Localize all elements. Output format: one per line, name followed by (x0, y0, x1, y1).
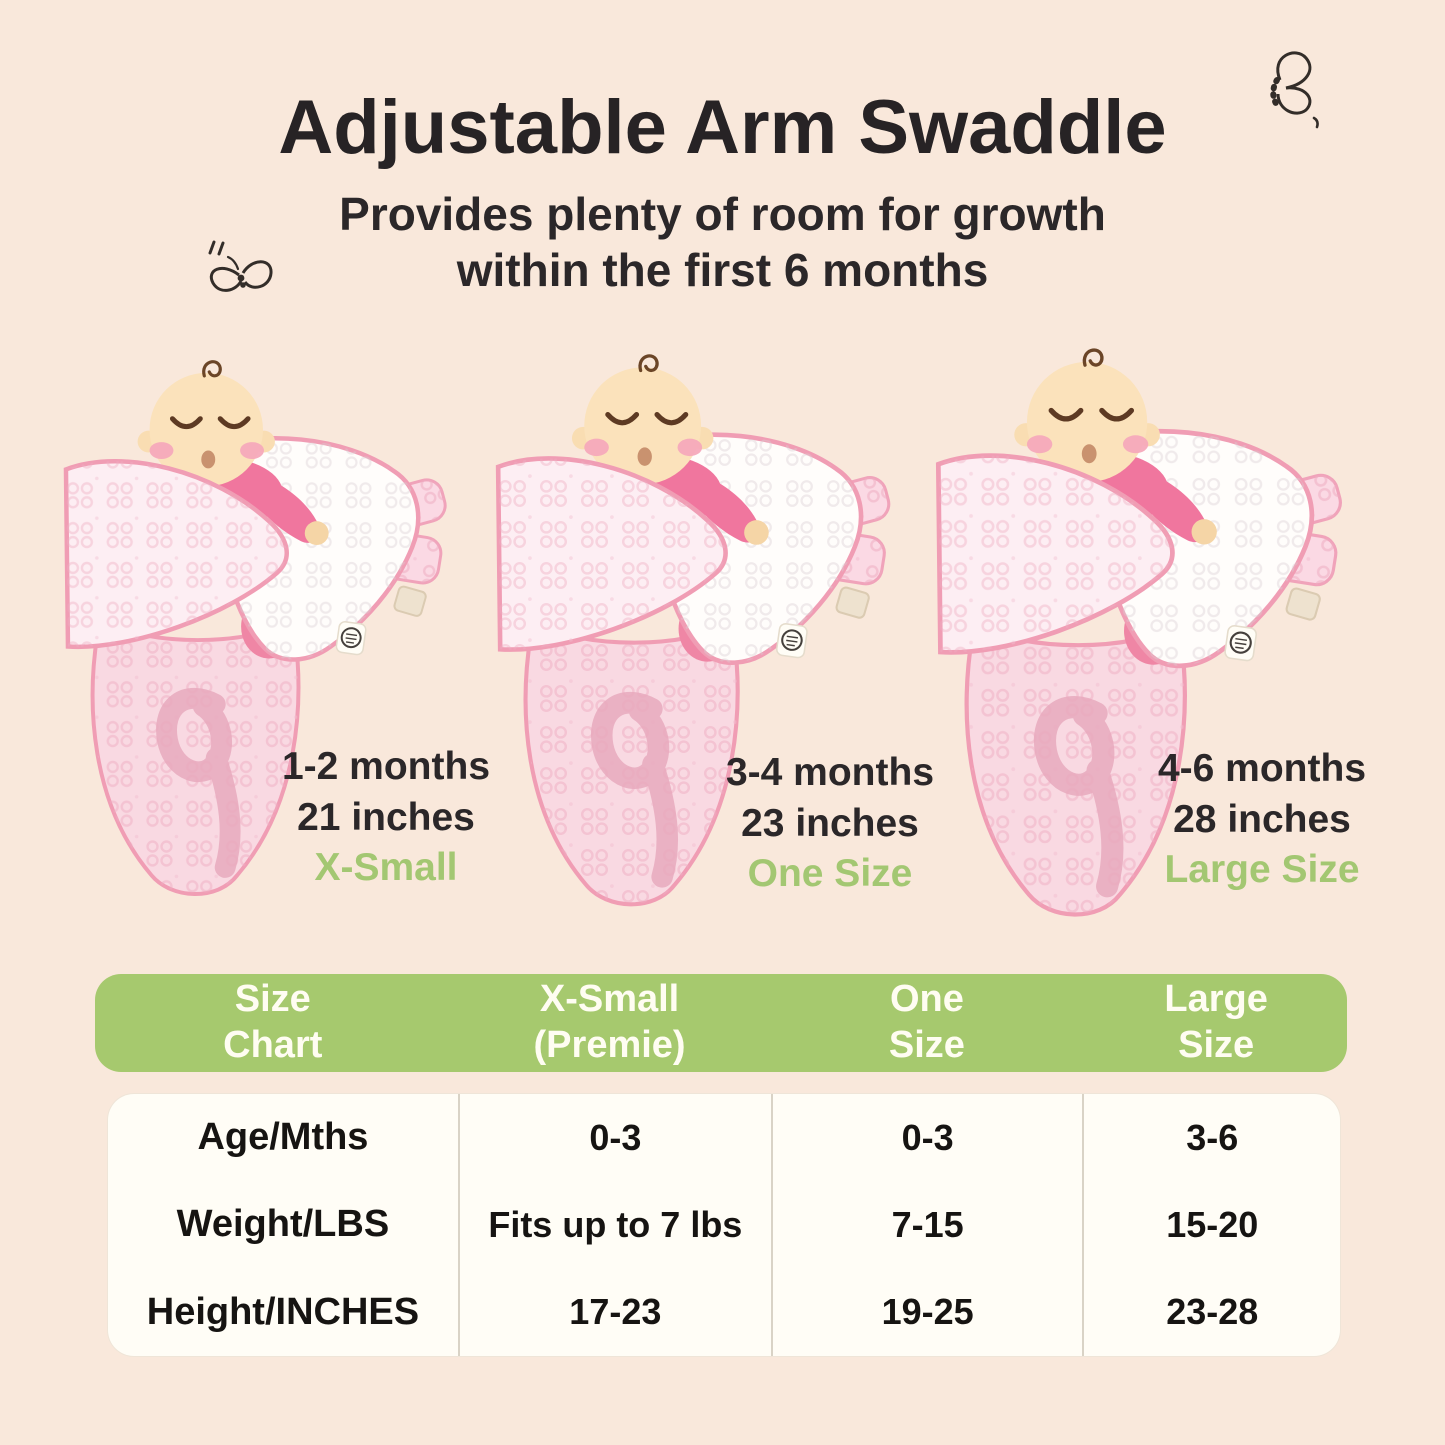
page-title: Adjustable Arm Swaddle (278, 85, 1167, 170)
swaddle-size: X-Small (314, 846, 458, 890)
table-cell: 19-25 (770, 1268, 1083, 1356)
swaddle-age: 1-2 months (281, 745, 491, 788)
table-cell: Fits up to 7 lbs (457, 1181, 771, 1269)
swaddle-length: 28 inches (1173, 797, 1351, 841)
header-col-one-size: One Size (888, 978, 965, 1066)
size-chart-header-cell: X-Small (Premie) (451, 974, 769, 1072)
page-subtitle: Provides plenty of room for growth withi… (0, 186, 1445, 298)
subtitle-line-1: Provides plenty of room for growth (339, 188, 1106, 240)
swaddle-age: 3-4 months (725, 751, 935, 794)
subtitle-line-2: within the first 6 months (456, 244, 989, 297)
swaddle-size: One Size (747, 852, 913, 896)
swaddle-figure-xsmall: 1-2 months 21 inches X-Small (60, 356, 490, 913)
swaddle-figure-large: 4-6 months 28 inches Large Size (932, 344, 1366, 935)
row-label-weight: Weight/LBS (176, 1203, 390, 1246)
swaddle-length: 23 inches (741, 801, 919, 845)
header-col-xsmall: X-Small (Premie) (533, 978, 686, 1066)
size-chart-header: Size Chart X-Small (Premie) One Size Lar… (95, 974, 1347, 1072)
swaddle-label: 1-2 months 21 inches X-Small (256, 742, 516, 894)
row-label-height: Height/INCHES (146, 1290, 420, 1333)
swaddle-age: 4-6 months (1157, 747, 1367, 790)
size-chart-header-cell: Size Chart (95, 974, 451, 1072)
table-cell: 3-6 (1082, 1094, 1339, 1182)
table-cell: 23-28 (1082, 1268, 1339, 1356)
row-label-age: Age/Mths (197, 1116, 369, 1159)
table-cell: 17-23 (457, 1268, 771, 1356)
table-cell: 0-3 (770, 1094, 1083, 1182)
swaddle-size: Large Size (1164, 848, 1360, 892)
header-col-large: Large Size (1164, 978, 1268, 1066)
size-chart-header-cell: One Size (769, 974, 1086, 1072)
butterfly-icon (208, 240, 273, 292)
swaddle-label: 4-6 months 28 inches Large Size (1132, 744, 1392, 896)
table-cell: 7-15 (770, 1181, 1083, 1269)
table-cell: 0-3 (457, 1094, 771, 1182)
size-chart-table: Age/Mths 0-3 0-3 3-6 Weight/LBS Fits up … (108, 1094, 1340, 1356)
size-chart-header-cell: Large Size (1085, 974, 1347, 1072)
table-cell: 15-20 (1082, 1181, 1339, 1269)
swaddle-length: 21 inches (297, 795, 475, 839)
swaddle-label: 3-4 months 23 inches One Size (700, 748, 960, 900)
header-col-size-chart: Size Chart (223, 978, 323, 1066)
butterfly-icon (1270, 51, 1319, 129)
swaddle-figure-one-size: 3-4 months 23 inches One Size (492, 350, 934, 924)
